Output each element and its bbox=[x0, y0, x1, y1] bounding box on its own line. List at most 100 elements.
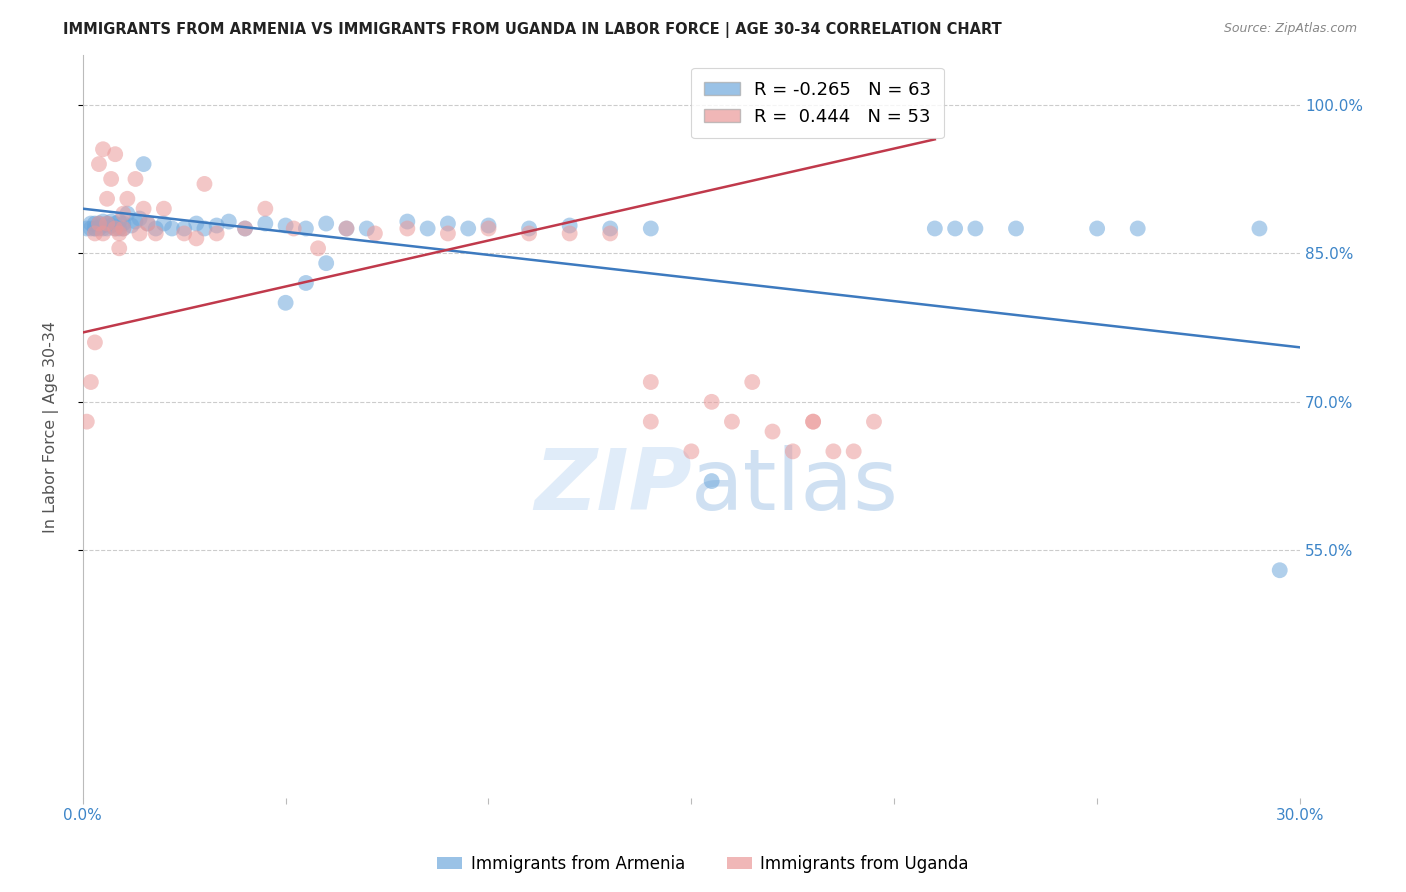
Point bbox=[83, 221, 105, 235]
Point bbox=[640, 375, 662, 389]
Point bbox=[274, 219, 297, 233]
Point bbox=[96, 192, 118, 206]
Point bbox=[477, 219, 499, 233]
Point bbox=[104, 147, 127, 161]
Point bbox=[108, 214, 131, 228]
Point bbox=[145, 227, 167, 241]
Point bbox=[335, 221, 357, 235]
Point bbox=[254, 217, 277, 231]
Point bbox=[295, 276, 318, 290]
Point bbox=[640, 415, 662, 429]
Text: atlas: atlas bbox=[692, 444, 900, 527]
Point bbox=[943, 221, 966, 235]
Point bbox=[91, 214, 114, 228]
Point bbox=[233, 221, 256, 235]
Point bbox=[700, 394, 723, 409]
Point bbox=[193, 221, 215, 235]
Point bbox=[87, 217, 110, 231]
Point bbox=[100, 214, 122, 228]
Point bbox=[1126, 221, 1149, 235]
Point bbox=[112, 221, 135, 235]
Point bbox=[599, 221, 621, 235]
Point bbox=[801, 415, 824, 429]
Point bbox=[1268, 563, 1291, 577]
Point bbox=[124, 214, 146, 228]
Point bbox=[108, 227, 131, 241]
Point bbox=[100, 219, 122, 233]
Point bbox=[87, 217, 110, 231]
Point bbox=[307, 241, 329, 255]
Point bbox=[83, 335, 105, 350]
Point bbox=[83, 221, 105, 235]
Point bbox=[335, 221, 357, 235]
Point bbox=[100, 172, 122, 186]
Point bbox=[558, 219, 581, 233]
Point bbox=[186, 231, 208, 245]
Point bbox=[104, 217, 127, 231]
Point bbox=[173, 227, 195, 241]
Point bbox=[1085, 221, 1108, 235]
Point bbox=[205, 219, 228, 233]
Point bbox=[96, 217, 118, 231]
Point bbox=[128, 227, 150, 241]
Point bbox=[823, 444, 845, 458]
Point bbox=[112, 217, 135, 231]
Point bbox=[924, 221, 946, 235]
Point bbox=[96, 221, 118, 235]
Point bbox=[153, 217, 176, 231]
Point bbox=[295, 221, 318, 235]
Legend: Immigrants from Armenia, Immigrants from Uganda: Immigrants from Armenia, Immigrants from… bbox=[430, 848, 976, 880]
Point bbox=[477, 221, 499, 235]
Point bbox=[782, 444, 804, 458]
Text: IMMIGRANTS FROM ARMENIA VS IMMIGRANTS FROM UGANDA IN LABOR FORCE | AGE 30-34 COR: IMMIGRANTS FROM ARMENIA VS IMMIGRANTS FR… bbox=[63, 22, 1002, 38]
Point bbox=[186, 217, 208, 231]
Point bbox=[599, 227, 621, 241]
Point bbox=[863, 415, 886, 429]
Point bbox=[76, 221, 98, 235]
Text: Source: ZipAtlas.com: Source: ZipAtlas.com bbox=[1223, 22, 1357, 36]
Point bbox=[193, 177, 215, 191]
Point bbox=[364, 227, 387, 241]
Point bbox=[218, 214, 240, 228]
Point bbox=[124, 172, 146, 186]
Point bbox=[112, 221, 135, 235]
Point bbox=[117, 192, 139, 206]
Point bbox=[700, 474, 723, 488]
Point bbox=[205, 227, 228, 241]
Point bbox=[108, 241, 131, 255]
Point bbox=[91, 142, 114, 156]
Point bbox=[160, 221, 183, 235]
Point bbox=[83, 227, 105, 241]
Point bbox=[315, 217, 337, 231]
Point bbox=[104, 221, 127, 235]
Point bbox=[517, 227, 540, 241]
Point bbox=[274, 295, 297, 310]
Point bbox=[80, 217, 103, 231]
Point bbox=[112, 206, 135, 220]
Point bbox=[233, 221, 256, 235]
Point bbox=[283, 221, 305, 235]
Point bbox=[315, 256, 337, 270]
Point bbox=[80, 375, 103, 389]
Point bbox=[128, 211, 150, 226]
Point bbox=[254, 202, 277, 216]
Point bbox=[741, 375, 763, 389]
Point bbox=[965, 221, 987, 235]
Point bbox=[91, 221, 114, 235]
Point bbox=[96, 217, 118, 231]
Text: ZIP: ZIP bbox=[534, 444, 692, 527]
Point bbox=[80, 221, 103, 235]
Point bbox=[640, 221, 662, 235]
Point bbox=[457, 221, 479, 235]
Point bbox=[117, 206, 139, 220]
Point bbox=[517, 221, 540, 235]
Point bbox=[761, 425, 783, 439]
Point bbox=[87, 221, 110, 235]
Point bbox=[120, 219, 142, 233]
Point bbox=[87, 157, 110, 171]
Point bbox=[132, 157, 155, 171]
Point bbox=[681, 444, 703, 458]
Point bbox=[1249, 221, 1271, 235]
Point bbox=[132, 202, 155, 216]
Point bbox=[153, 202, 176, 216]
